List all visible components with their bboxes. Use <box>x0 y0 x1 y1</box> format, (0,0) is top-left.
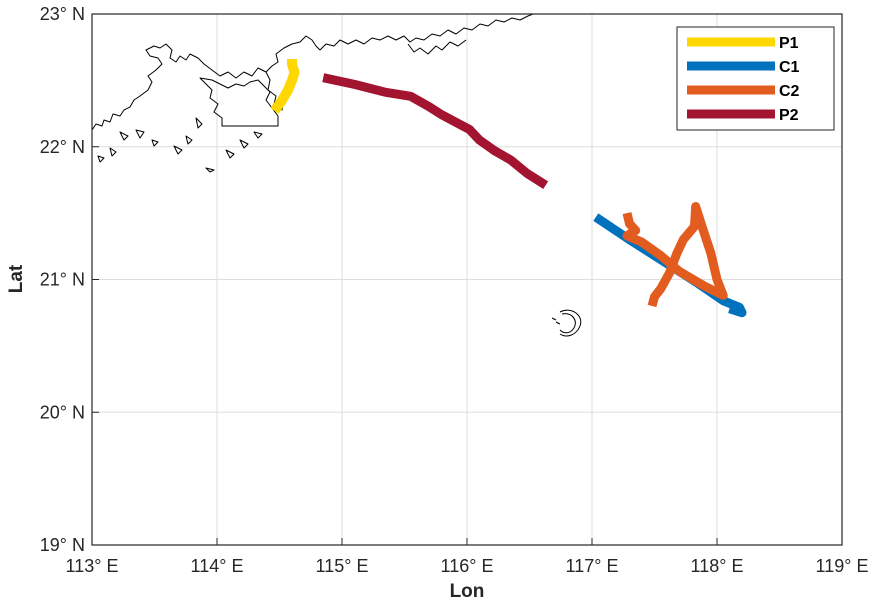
x-tick-label-4: 117° E <box>566 556 619 576</box>
y-tick-label-0: 19° N <box>40 535 85 555</box>
x-tick-label-3: 116° E <box>441 556 494 576</box>
x-tick-label-1: 114° E <box>191 556 244 576</box>
track-p2 <box>322 73 549 189</box>
coastline-dongsha-island <box>551 309 582 337</box>
x-tick-label-2: 115° E <box>316 556 369 576</box>
coastline <box>91 13 582 337</box>
x-tick-label-5: 118° E <box>691 556 744 576</box>
legend-label-c1: C1 <box>779 59 800 76</box>
track-c2 <box>622 202 728 308</box>
coastline-islands <box>97 117 263 173</box>
legend-label-p1: P1 <box>779 35 799 52</box>
y-axis-title: Lat <box>6 264 27 293</box>
y-tick-label-3: 22° N <box>40 137 85 157</box>
coastline-mainland <box>91 13 534 131</box>
x-tick-label-6: 119° E <box>816 556 869 576</box>
axis-ticks: 113° E 114° E 115° E 116° E 117° E 118° E 119°… <box>40 4 869 576</box>
legend-label-p2: P2 <box>779 107 799 124</box>
x-axis-title: Lon <box>450 581 485 602</box>
y-tick-label-2: 21° N <box>40 270 85 290</box>
x-tick-label-0: 113° E <box>66 556 119 576</box>
y-tick-label-1: 20° N <box>40 402 85 422</box>
legend-label-c2: C2 <box>779 83 800 100</box>
legend: P1 C1 C2 P2 <box>676 26 835 131</box>
coastline-northeast-detail <box>407 39 467 55</box>
ship-tracks <box>270 59 747 318</box>
track-p1 <box>270 59 300 114</box>
y-tick-label-4: 23° N <box>40 4 85 24</box>
coastline-inlet <box>199 77 279 127</box>
